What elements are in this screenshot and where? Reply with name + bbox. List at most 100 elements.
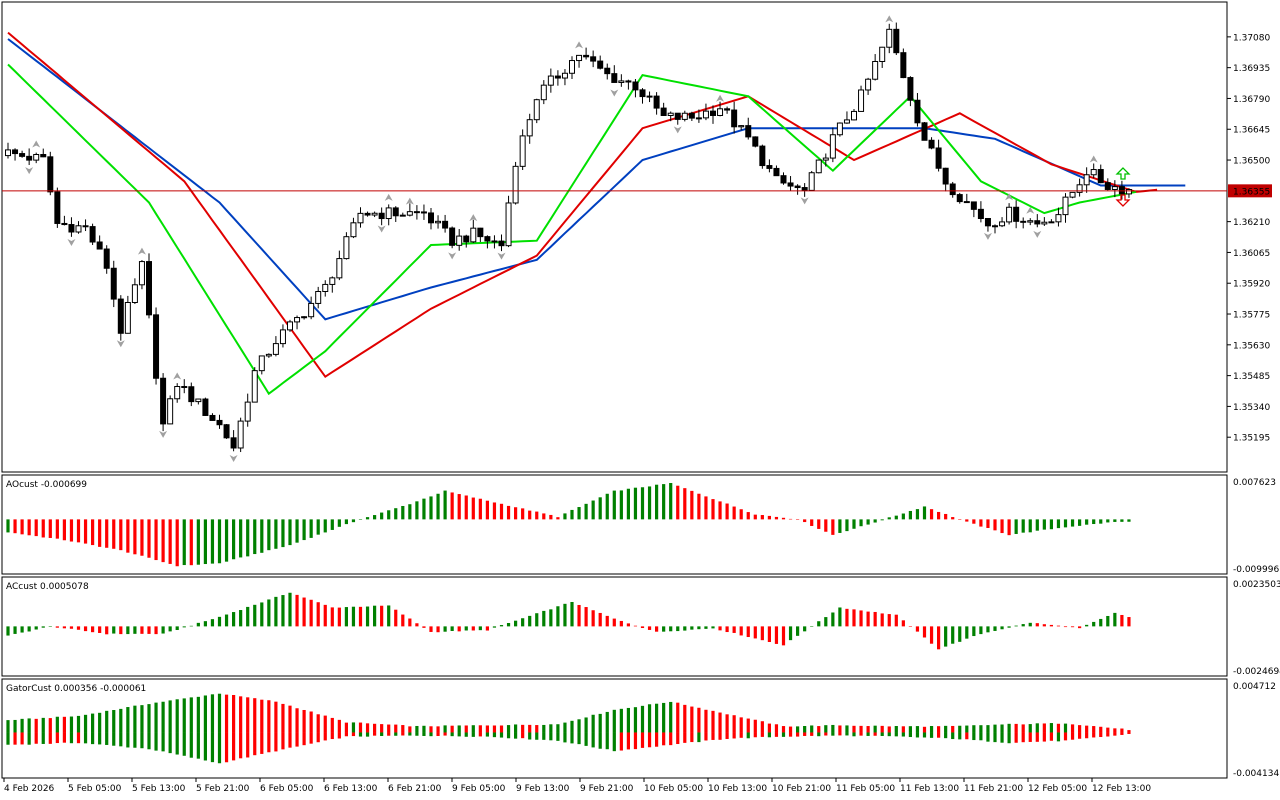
gator-upper-bar — [478, 725, 482, 733]
ac-bar — [260, 602, 264, 627]
gator-upper-bar — [69, 716, 74, 733]
gator-pane[interactable]: GatorCust 0.000356 -0.000061 0.004712 -0… — [1, 678, 1279, 779]
bull-candle — [808, 172, 815, 191]
ac-bar — [1070, 626, 1075, 628]
bull-candle — [1111, 186, 1118, 190]
fractal-down-icon — [116, 340, 125, 348]
gator-upper-bar — [76, 715, 81, 733]
ac-bar — [549, 609, 553, 627]
gator-lower-bar — [27, 732, 31, 745]
gator-lower-bar — [217, 732, 222, 764]
bull-candle — [1125, 189, 1132, 195]
ac-bar — [901, 620, 905, 627]
gator-lower-bar — [521, 732, 525, 739]
gator-upper-bar — [739, 717, 743, 733]
bear-candle — [103, 248, 110, 269]
bear-candle — [604, 67, 611, 75]
ao-bar — [1120, 519, 1124, 522]
ao-bar — [76, 519, 81, 543]
gator-upper-bar — [98, 712, 102, 733]
ao-bar — [669, 483, 673, 520]
gator-lower-bar — [175, 732, 179, 755]
gator-lower-bar — [182, 732, 186, 756]
gator-lower-bar — [633, 732, 638, 750]
ac-pane[interactable]: ACcust 0.0005078 0.0023503 -0.0024694 — [1, 576, 1280, 677]
ac-bar — [760, 626, 764, 641]
bear-candle — [963, 201, 970, 204]
gator-upper-bar — [1120, 728, 1124, 733]
ac-bar — [196, 622, 200, 627]
gator-upper-bar — [175, 699, 179, 733]
gator-lower-bar — [380, 732, 384, 736]
ao-bar — [1049, 519, 1053, 530]
bull-candle — [329, 277, 336, 285]
fractal-down-icon — [67, 238, 76, 246]
ao-bar — [598, 497, 602, 520]
gator-lower-bar — [387, 732, 391, 736]
gator-lower-bar — [1106, 732, 1110, 737]
gator-lower-bar — [697, 732, 701, 743]
gator-upper-bar — [1042, 723, 1046, 733]
bear-candle — [724, 108, 731, 111]
bull-candle — [858, 89, 865, 112]
ac-bar — [619, 620, 623, 627]
gator-lower-bar — [1113, 732, 1117, 736]
gator-lower-bar — [753, 732, 757, 738]
bull-candle — [287, 321, 293, 331]
ao-bar — [1000, 519, 1004, 534]
bull-candle — [265, 353, 272, 357]
ao-bar — [373, 515, 377, 520]
gator-lower-bar — [774, 732, 779, 737]
ac-bar — [1092, 621, 1096, 627]
gator-lower-bar — [232, 732, 236, 761]
gator-lower-bar — [901, 732, 905, 737]
ac-bar — [1106, 615, 1110, 627]
ao-bar — [344, 519, 348, 525]
bear-candle — [632, 81, 639, 91]
gator-upper-bar — [669, 701, 673, 733]
bull-candle — [879, 46, 886, 62]
ao-bar — [937, 511, 941, 520]
bull-candle — [174, 386, 181, 400]
ao-bar — [288, 519, 292, 546]
ac-bar — [803, 626, 807, 632]
gator-upper-bar — [1049, 723, 1053, 733]
gator-upper-bar — [760, 721, 764, 733]
ao-bar — [739, 509, 743, 520]
ao-bar — [358, 519, 363, 520]
ao-bar — [1099, 519, 1103, 524]
ac-bar — [958, 626, 962, 642]
ao-bar — [683, 488, 687, 520]
ao-bar — [584, 503, 588, 520]
bull-candle — [569, 60, 575, 74]
ao-bar — [866, 519, 870, 525]
bear-candle — [928, 139, 935, 149]
ac-bar — [351, 606, 356, 627]
fractal-down-icon — [800, 197, 809, 205]
gator-lower-bar — [295, 732, 299, 747]
price-pane[interactable]: 1.37080 1.36935 1.36790 1.36645 1.36500 1.362… — [1, 1, 1272, 473]
bear-candle — [660, 107, 667, 116]
ac-bar — [774, 626, 779, 644]
ao-bar — [626, 488, 630, 520]
ao-bar — [492, 502, 497, 520]
ao-bar — [760, 515, 764, 520]
ac-bar — [387, 605, 391, 627]
bear-candle — [442, 220, 449, 229]
gator-upper-bar — [358, 722, 363, 733]
gator-lower-bar — [598, 732, 602, 749]
gator-title: GatorCust 0.000356 -0.000061 — [6, 684, 146, 694]
ao-bar — [647, 486, 652, 520]
gator-lower-bar — [436, 732, 440, 736]
ac-bar — [380, 605, 384, 627]
gator-lower-bar — [1028, 732, 1032, 742]
ao-pane[interactable]: AOcust -0.000699 0.007623 -0.009996 — [1, 474, 1279, 575]
gator-upper-bar — [521, 724, 525, 733]
ac-min-label: -0.0024694 — [1233, 667, 1280, 677]
ac-bar — [13, 626, 17, 634]
gator-lower-bar — [112, 732, 116, 746]
bull-candle — [667, 112, 674, 116]
ao-bar — [929, 509, 934, 520]
gator-lower-bar — [478, 732, 482, 737]
